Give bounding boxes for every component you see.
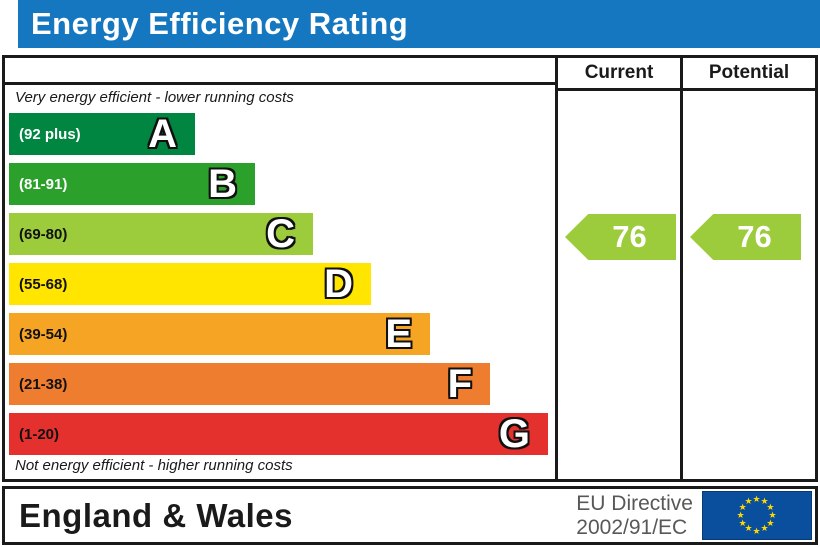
band-letter: G <box>498 412 530 456</box>
bands-container: (92 plus) A (81-91) B (69-80) C (55-68) … <box>9 113 555 455</box>
band-bar: (69-80) C <box>9 213 313 255</box>
bands-column-header <box>5 58 555 85</box>
eu-flag-star-icon: ★ <box>766 501 775 512</box>
band-row: (69-80) C <box>9 213 555 255</box>
potential-column-header: Potential <box>683 58 815 91</box>
title-bar: Energy Efficiency Rating <box>18 0 820 48</box>
potential-rating-arrow: 76 <box>690 214 801 260</box>
band-range-label: (81-91) <box>19 175 68 193</box>
band-row: (1-20) G <box>9 413 555 455</box>
eu-flag-star-icon: ★ <box>738 517 747 528</box>
current-column: Current 76 <box>558 58 683 479</box>
band-bar: (92 plus) A <box>9 113 195 155</box>
band-bar: (21-38) F <box>9 363 490 405</box>
band-range-label: (69-80) <box>19 225 68 243</box>
band-range-label: (39-54) <box>19 325 68 343</box>
eu-flag-star-icon: ★ <box>738 501 747 512</box>
eu-directive-line1: EU Directive <box>576 491 693 515</box>
eu-flag-star-icon: ★ <box>736 509 745 520</box>
region-label: England & Wales <box>19 496 293 534</box>
current-rating-value: 76 <box>612 219 647 254</box>
band-row: (39-54) E <box>9 313 555 355</box>
bands-area: Very energy efficient - lower running co… <box>5 85 555 479</box>
eu-directive-label: EU Directive 2002/91/EC <box>576 492 693 539</box>
band-bar: (1-20) G <box>9 413 548 455</box>
band-letter: F <box>447 362 472 406</box>
eu-flag: ★ ★ ★ ★ ★ ★ ★ ★ ★ ★ ★ ★ <box>702 491 812 540</box>
eu-flag-star-icon: ★ <box>766 517 775 528</box>
band-range-label: (1-20) <box>19 425 60 443</box>
footer-bar: England & Wales EU Directive 2002/91/EC … <box>2 486 818 545</box>
band-range-label: (92 plus) <box>19 125 81 143</box>
eu-flag-star-icon: ★ <box>744 523 753 534</box>
band-bar: (81-91) B <box>9 163 255 205</box>
bands-column: Very energy efficient - lower running co… <box>5 58 558 479</box>
band-letter: B <box>208 162 237 206</box>
eu-flag-star-icon: ★ <box>760 523 769 534</box>
band-letter: D <box>324 262 353 306</box>
page-title: Energy Efficiency Rating <box>31 6 409 41</box>
band-letter: A <box>148 112 177 156</box>
band-letter: C <box>266 212 295 256</box>
band-letter: E <box>385 312 412 356</box>
band-row: (92 plus) A <box>9 113 555 155</box>
potential-rating-value: 76 <box>737 219 772 254</box>
eu-flag-star-icon: ★ <box>768 509 777 520</box>
potential-column-body: 76 <box>683 91 815 479</box>
rating-table: Very energy efficient - lower running co… <box>2 55 818 482</box>
band-range-label: (21-38) <box>19 375 68 393</box>
band-bar: (55-68) D <box>9 263 371 305</box>
caption-bottom: Not energy efficient - higher running co… <box>15 457 293 474</box>
band-row: (55-68) D <box>9 263 555 305</box>
band-range-label: (55-68) <box>19 275 68 293</box>
eu-flag-star-icon: ★ <box>760 495 769 506</box>
current-column-header: Current <box>558 58 680 91</box>
current-rating-arrow: 76 <box>565 214 676 260</box>
eu-flag-star-icon: ★ <box>752 493 761 504</box>
eu-flag-star-icon: ★ <box>752 525 761 536</box>
current-column-body: 76 <box>558 91 680 479</box>
caption-top: Very energy efficient - lower running co… <box>15 89 294 106</box>
band-bar: (39-54) E <box>9 313 430 355</box>
band-row: (81-91) B <box>9 163 555 205</box>
eu-directive-line2: 2002/91/EC <box>576 515 688 539</box>
eu-flag-star-icon: ★ <box>744 495 753 506</box>
band-row: (21-38) F <box>9 363 555 405</box>
potential-column: Potential 76 <box>683 58 815 479</box>
